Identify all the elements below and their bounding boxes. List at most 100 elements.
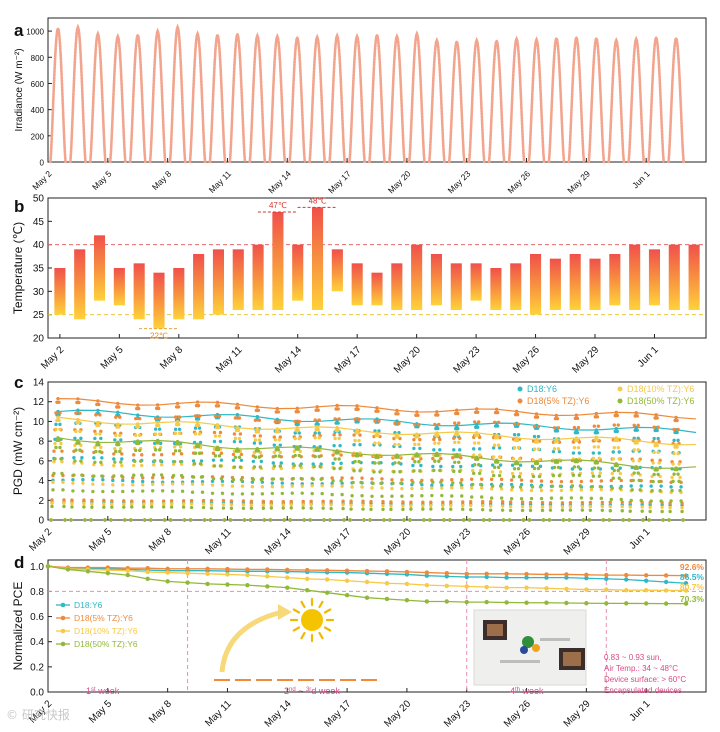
pgd-point <box>70 501 74 506</box>
pgd-point <box>256 408 261 413</box>
pgd-point <box>180 482 185 486</box>
pgd-point <box>200 490 205 494</box>
pgd-point <box>276 410 280 414</box>
pgd-point <box>239 452 244 457</box>
pgd-point <box>532 447 537 451</box>
pgd-point <box>528 505 533 509</box>
pgd-point <box>418 469 422 473</box>
pgd-point <box>123 518 127 522</box>
pgd-point <box>480 500 485 504</box>
ytick-label-c: 0 <box>38 516 44 527</box>
ytick-label-b: 35 <box>33 264 45 275</box>
pgd-point <box>600 508 605 512</box>
temperature-bar <box>113 268 125 306</box>
pgd-point <box>362 518 366 522</box>
pgd-point <box>652 436 656 441</box>
irradiance-day-curve <box>348 32 366 164</box>
pgd-point <box>679 499 683 503</box>
pgd-point <box>590 471 595 475</box>
temperature-bar <box>153 272 165 329</box>
pgd-point <box>271 477 276 481</box>
irradiance-day-curve <box>188 30 207 164</box>
xtick-label-b: May 11 <box>214 344 245 375</box>
pgd-point <box>632 423 636 428</box>
pgd-point <box>196 423 201 428</box>
pce-point <box>624 572 629 578</box>
pgd-point <box>369 503 373 508</box>
pgd-point <box>518 471 523 476</box>
pgd-point <box>296 422 300 427</box>
pgd-point <box>102 498 106 503</box>
pgd-point <box>473 463 477 467</box>
pgd-point <box>500 508 505 512</box>
pgd-point <box>278 464 282 468</box>
pgd-point <box>379 481 383 486</box>
pgd-point <box>620 504 624 509</box>
pgd-point <box>353 438 357 443</box>
xtick-label-c: May 20 <box>382 526 413 557</box>
temperature-bar <box>530 254 542 315</box>
pgd-point <box>632 448 636 452</box>
pgd-point <box>369 499 373 504</box>
pgd-point <box>449 507 453 511</box>
pgd-point <box>216 425 221 430</box>
pgd-point <box>211 451 216 455</box>
pgd-point <box>356 420 360 424</box>
pgd-point <box>515 461 520 466</box>
pgd-point <box>340 481 344 486</box>
pgd-point <box>590 484 595 489</box>
pgd-point <box>388 518 392 522</box>
pgd-point <box>456 432 460 437</box>
pgd-point <box>270 491 275 496</box>
pgd-point <box>390 478 394 482</box>
pgd-point <box>612 445 616 450</box>
temperature-bar <box>232 249 244 310</box>
pgd-point <box>290 482 294 486</box>
pgd-point <box>681 518 685 522</box>
irradiance-day-curve <box>447 38 466 164</box>
pgd-point <box>417 423 421 427</box>
pgd-point <box>229 499 234 503</box>
pgd-point <box>291 476 295 481</box>
pgd-point <box>222 518 227 522</box>
pgd-point <box>529 479 534 483</box>
pgd-point <box>161 502 166 506</box>
pgd-point <box>289 499 293 504</box>
pgd-point <box>169 502 174 506</box>
pgd-point <box>341 503 345 507</box>
xtick-label-c: May 8 <box>147 526 174 553</box>
ytick-label-b: 40 <box>33 240 45 251</box>
pgd-point <box>131 479 135 484</box>
pgd-point <box>71 489 75 493</box>
ytick-label-c: 12 <box>33 397 45 408</box>
pgd-envelope <box>57 409 697 434</box>
pgd-point <box>257 418 262 422</box>
pgd-point <box>618 466 622 470</box>
pgd-point <box>311 477 315 481</box>
pgd-point <box>117 425 121 429</box>
pgd-point <box>190 490 195 494</box>
pgd-point <box>555 416 560 421</box>
pgd-point <box>475 457 480 461</box>
end-label: 92.6% <box>680 562 705 572</box>
pgd-point <box>79 459 83 463</box>
pgd-point <box>97 402 101 407</box>
legend-c: D18:Y6 D18(10% TZ):Y6 D18(5% TZ):Y6 D18(50%… <box>517 384 694 406</box>
pgd-point <box>656 450 660 454</box>
pce-point <box>624 577 629 582</box>
pgd-point <box>393 421 397 426</box>
pgd-point <box>336 421 340 425</box>
plot-frame-d <box>47 559 707 693</box>
pgd-point <box>672 472 676 476</box>
pgd-point <box>618 486 622 490</box>
pgd-point <box>578 484 583 488</box>
pgd-point <box>556 426 561 430</box>
pgd-point <box>71 481 75 485</box>
pgd-point <box>331 453 335 457</box>
pgd-point <box>480 503 485 508</box>
sun-illustration <box>214 597 382 681</box>
pgd-point <box>114 433 118 438</box>
xtick-label-d: Jun 1 <box>627 698 652 723</box>
pgd-point <box>131 476 135 480</box>
pgd-point <box>631 478 635 483</box>
